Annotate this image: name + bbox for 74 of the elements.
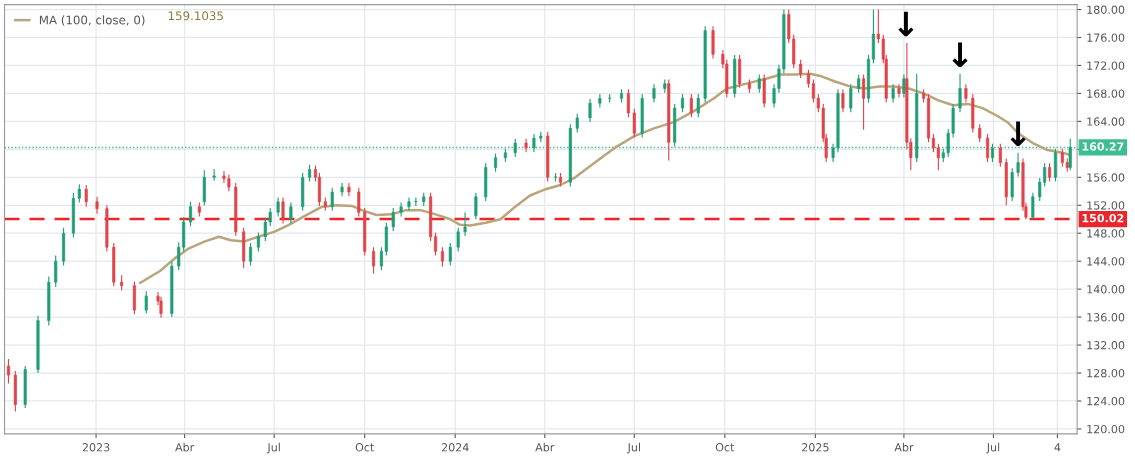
- x-tick-label: Jul: [266, 442, 280, 454]
- candlestick: [23, 365, 27, 409]
- candlestick: [47, 276, 51, 327]
- y-tick-label: 132.00: [1087, 341, 1125, 350]
- candlestick: [608, 93, 612, 104]
- candlestick: [330, 187, 334, 212]
- candlestick: [546, 131, 550, 183]
- x-tick-label: Abr: [894, 442, 914, 452]
- x-tick-label: Jul: [986, 442, 1000, 454]
- candlestick: [915, 73, 919, 163]
- x-tick-label: Abr: [175, 442, 195, 452]
- y-tick-label: 176.00: [1087, 33, 1125, 42]
- candlestick: [575, 113, 579, 134]
- x-tick-label: 2024: [441, 443, 469, 452]
- candlestick: [757, 73, 761, 94]
- candlestick: [1068, 138, 1072, 171]
- y-tick-label: 180.00: [1087, 5, 1125, 14]
- ref-line-label: 160.27: [1082, 142, 1124, 151]
- annotation: ↓: [952, 42, 968, 68]
- candlestick: [391, 207, 395, 232]
- candlestick: [448, 242, 452, 266]
- y-tick-label: 128.00: [1087, 369, 1125, 378]
- y-tick-label: 172.00: [1087, 61, 1125, 70]
- annotation: ↓: [1010, 121, 1026, 147]
- y-tick-label: 148.00: [1087, 229, 1125, 238]
- candlestick: [733, 54, 737, 99]
- candlestick: [484, 162, 488, 202]
- candlestick: [632, 108, 636, 139]
- x-tick-label: Jul: [627, 442, 640, 454]
- candlestick: [667, 78, 671, 162]
- x-tick-label: 4: [1054, 443, 1061, 452]
- y-tick-label: 164.00: [1087, 117, 1125, 126]
- candlestick: [212, 168, 216, 182]
- candlestick: [703, 25, 707, 104]
- candlestick: [696, 93, 700, 118]
- candlestick: [1031, 192, 1035, 220]
- x-tick-label: Oct: [715, 443, 735, 452]
- candlestick: [234, 182, 238, 237]
- y-tick-label: 120.00: [1087, 424, 1125, 434]
- x-tick-label: Oct: [355, 443, 375, 452]
- x-tick-label: 2025: [802, 443, 829, 452]
- y-tick-label: 168.00: [1087, 89, 1125, 98]
- candlestick: [357, 187, 361, 217]
- annotation: 159.1035: [168, 11, 223, 21]
- x-tick-label: Abr: [535, 442, 555, 452]
- candlestick: [513, 138, 517, 158]
- candlestick: [456, 227, 460, 252]
- candlestick: [762, 73, 766, 108]
- candlestick: [202, 169, 206, 206]
- candlestick: [663, 78, 667, 94]
- candlestick: [849, 83, 853, 113]
- candlestick: [640, 93, 644, 139]
- x-tick-label: 2023: [82, 443, 110, 452]
- y-tick-label: 136.00: [1087, 313, 1125, 322]
- candlestick: [1004, 157, 1008, 206]
- candlestick: [170, 260, 174, 318]
- y-tick-label: 156.00: [1087, 173, 1125, 182]
- candlestick: [1010, 167, 1014, 202]
- candlestick: [112, 242, 116, 287]
- candlestick: [363, 207, 367, 257]
- y-tick-label: 140.00: [1087, 285, 1125, 294]
- candlestick: [971, 93, 975, 134]
- candlestick: [84, 184, 88, 208]
- candlestick: [301, 172, 305, 212]
- ref-line-label: 150.02: [1082, 213, 1124, 223]
- candlestick: [54, 255, 58, 288]
- y-tick-label: 144.00: [1087, 257, 1125, 266]
- candlestick: [77, 183, 81, 204]
- legend-label: MA (100, close, 0): [39, 15, 145, 26]
- candlestick: [978, 123, 982, 143]
- y-tick-label: 124.00: [1087, 396, 1125, 406]
- y-tick-label: 152.00: [1087, 201, 1125, 210]
- annotation: ↓: [898, 11, 914, 37]
- candlestick: [144, 290, 148, 315]
